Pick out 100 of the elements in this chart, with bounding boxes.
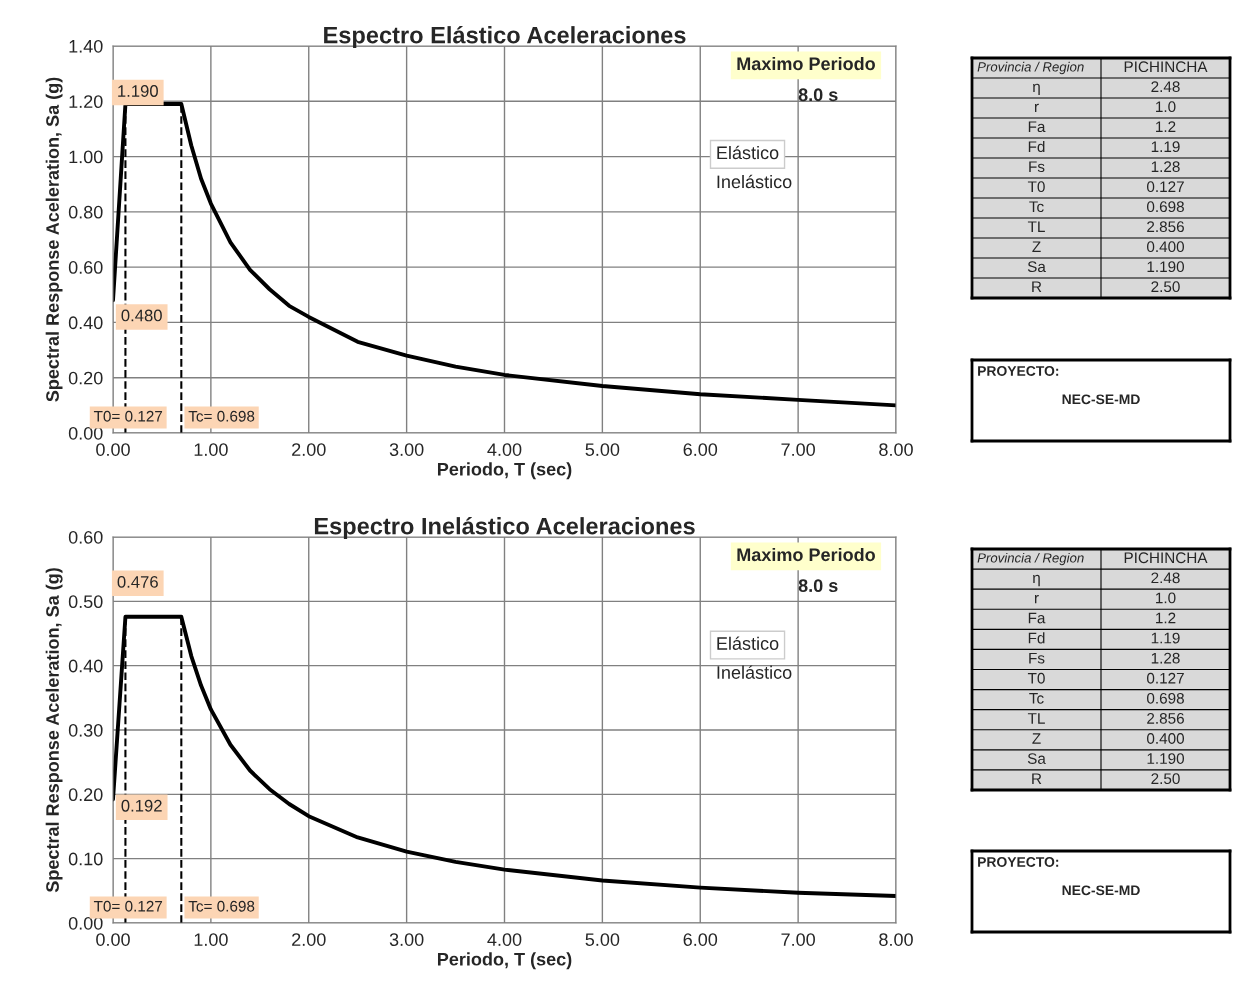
y-axis-title: Spectral Response Aceleration, Sa (g)	[45, 568, 63, 893]
y-axis-title: Spectral Response Aceleration, Sa (g)	[45, 77, 63, 402]
y-tick-label: 0.10	[68, 852, 103, 866]
chart-title: Espectro Inelástico Aceleraciones	[314, 516, 695, 540]
y-tick-label: 0.50	[68, 595, 103, 609]
text: Fa	[1028, 612, 1046, 624]
annotation: Inelástico	[717, 665, 792, 679]
y-tick-label: 0.30	[68, 723, 103, 737]
x-tick-label: 8.00	[879, 443, 913, 456]
y-tick-label: 0.60	[68, 530, 103, 544]
annotation: 8.0 s	[798, 88, 838, 102]
text: 2.48	[1151, 572, 1180, 584]
text: 1.0	[1156, 101, 1176, 113]
x-tick-label: 6.00	[683, 933, 718, 946]
ref-line-label: Tc= 0.698	[188, 410, 255, 422]
text: 2.50	[1151, 281, 1180, 293]
text: r	[1034, 103, 1039, 112]
annotation: Maximo Periodo	[737, 56, 875, 71]
text: 2.856	[1147, 712, 1184, 724]
text: 1.190	[1147, 753, 1185, 764]
text: Provincia / Region	[977, 61, 1084, 75]
text: 1.19	[1151, 141, 1180, 153]
text: Tc	[1029, 693, 1044, 704]
x-tick-label: 7.00	[781, 443, 815, 456]
x-tick-label: 2.00	[292, 933, 326, 946]
text: Provincia / Region	[977, 552, 1084, 566]
text: 0.698	[1146, 201, 1184, 213]
y-tick-label: 0.80	[68, 205, 103, 219]
y-tick-label: 0.00	[68, 916, 103, 930]
ref-line-label: T0= 0.127	[93, 900, 163, 912]
text: 1.190	[1147, 261, 1185, 273]
text: 1.2	[1156, 612, 1176, 624]
y-tick-label: 0.20	[68, 371, 103, 385]
ref-line-label: Tc= 0.698	[188, 900, 255, 912]
annotation: 0.476	[117, 575, 158, 588]
text: PROYECTO:	[978, 857, 1059, 867]
x-tick-label: 7.00	[781, 933, 815, 946]
text: R	[1032, 281, 1042, 292]
y-tick-label: 0.40	[68, 659, 103, 673]
annotation: Maximo Periodo	[737, 547, 875, 562]
text: Fs	[1029, 652, 1045, 664]
text: 1.19	[1151, 632, 1180, 644]
text: η	[1033, 574, 1040, 587]
text: Fd	[1028, 140, 1045, 153]
text: Fs	[1029, 161, 1045, 173]
x-tick-label: 8.00	[879, 933, 913, 946]
text: PROYECTO:	[978, 366, 1059, 376]
text: Z	[1032, 241, 1041, 252]
annotation: 1.190	[118, 85, 158, 97]
annotation: 0.480	[121, 309, 162, 322]
x-tick-label: 3.00	[389, 933, 424, 946]
text: PICHINCHA	[1124, 552, 1208, 564]
text: T0	[1027, 181, 1045, 193]
x-tick-label: 2.00	[292, 443, 326, 456]
text: 1.28	[1151, 652, 1180, 664]
text: η	[1033, 83, 1040, 96]
x-tick-label: 4.00	[487, 933, 522, 946]
text: TL	[1027, 221, 1045, 232]
x-tick-label: 4.00	[487, 443, 522, 456]
text: Z	[1032, 733, 1041, 744]
text: 2.856	[1147, 221, 1184, 233]
y-tick-label: 0.60	[68, 261, 103, 274]
text: TL	[1027, 713, 1045, 724]
annotation: Elástico	[717, 145, 779, 160]
x-tick-label: 6.00	[683, 443, 718, 456]
text: 0.127	[1146, 181, 1184, 193]
x-tick-label: 1.00	[194, 443, 228, 456]
annotation: 0.192	[121, 799, 162, 812]
text: Sa	[1027, 753, 1046, 764]
text: 0.400	[1146, 733, 1185, 744]
text: 0.698	[1146, 692, 1184, 704]
y-tick-label: 0.20	[68, 788, 103, 802]
x-tick-label: 3.00	[389, 443, 424, 456]
text: 2.50	[1151, 773, 1180, 785]
ref-line-label: T0= 0.127	[93, 410, 163, 422]
annotation: Elástico	[717, 636, 779, 650]
text: T0	[1027, 672, 1045, 684]
text: PICHINCHA	[1124, 61, 1208, 73]
y-tick-label: 0.40	[68, 316, 103, 330]
text: Tc	[1029, 201, 1044, 213]
annotation: Inelástico	[717, 174, 792, 189]
text: 0.127	[1146, 672, 1184, 684]
text: R	[1032, 773, 1042, 784]
x-tick-label: 5.00	[585, 933, 620, 946]
text: Fa	[1028, 121, 1046, 133]
x-tick-label: 0.00	[96, 933, 130, 946]
text: 1.2	[1156, 121, 1176, 132]
text: Sa	[1027, 261, 1046, 273]
x-tick-label: 0.00	[96, 443, 130, 456]
x-tick-label: 5.00	[585, 443, 620, 456]
annotation: 8.0 s	[798, 579, 838, 593]
y-tick-label: 1.20	[69, 95, 103, 109]
text: Fd	[1028, 632, 1045, 644]
text: 1.28	[1151, 161, 1180, 173]
x-axis-title: Periodo, T (sec)	[437, 462, 572, 480]
x-tick-label: 1.00	[194, 933, 228, 946]
text: 1.0	[1156, 592, 1176, 604]
x-axis-title: Periodo, T (sec)	[437, 952, 572, 970]
y-tick-label: 1.00	[69, 150, 103, 164]
chart-title: Espectro Elástico Aceleraciones	[324, 25, 686, 49]
